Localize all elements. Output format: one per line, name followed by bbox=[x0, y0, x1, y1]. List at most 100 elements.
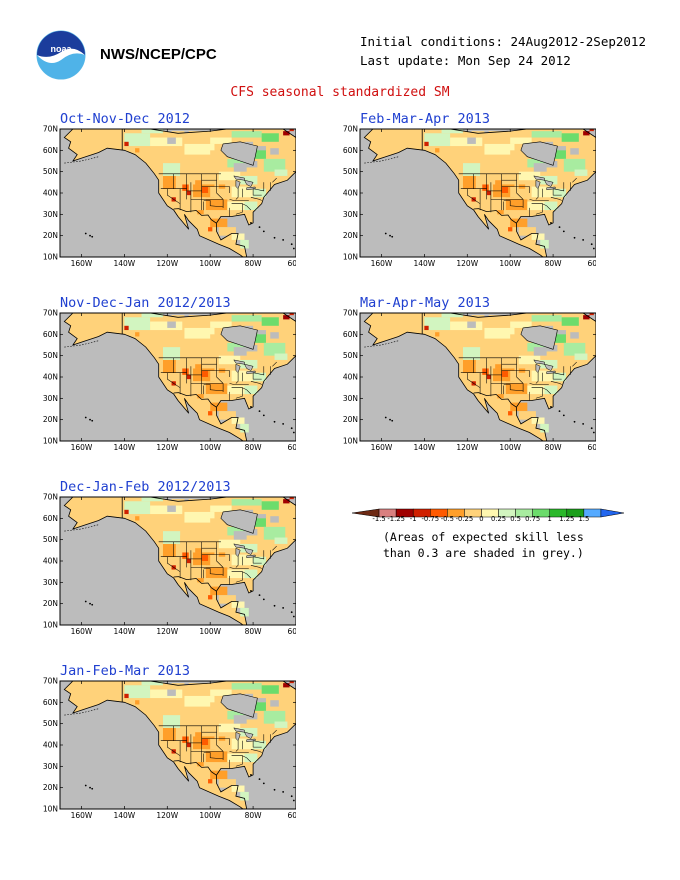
state-boundary bbox=[529, 383, 549, 385]
map-svg: 70N 60N 50N 40N 30N 20N 10N 160W 140W 120W 100W 80W… bbox=[343, 309, 596, 451]
lat-label: 40N bbox=[43, 557, 58, 566]
state-boundary bbox=[231, 203, 243, 215]
sm-anomaly-cell bbox=[253, 148, 266, 159]
great-lake bbox=[246, 554, 256, 559]
state-boundary bbox=[167, 188, 181, 204]
sm-anomaly-cell bbox=[462, 163, 481, 176]
great-lake bbox=[544, 363, 554, 371]
sm-anomaly-cell bbox=[471, 315, 485, 322]
great-lake bbox=[244, 179, 254, 187]
island bbox=[558, 410, 561, 413]
island bbox=[290, 427, 293, 430]
island bbox=[592, 247, 595, 250]
colorbar-label: 1.5 bbox=[578, 515, 590, 523]
state-boundary bbox=[250, 197, 262, 201]
island bbox=[89, 234, 91, 237]
island bbox=[262, 414, 265, 417]
lon-label: 140W bbox=[413, 443, 435, 451]
lon-label: 80W bbox=[545, 259, 563, 267]
state-boundary bbox=[242, 203, 252, 211]
lon-label: 60W bbox=[288, 627, 296, 635]
colorbar-label: -1.5 bbox=[372, 515, 386, 523]
sm-anomaly-cell bbox=[150, 332, 181, 343]
island bbox=[282, 239, 285, 241]
sm-anomaly-cell bbox=[171, 499, 185, 506]
island bbox=[292, 247, 295, 250]
sm-anomaly-cell bbox=[182, 736, 189, 743]
state-boundary bbox=[235, 188, 239, 200]
state-boundary bbox=[203, 752, 224, 760]
sm-anomaly-cell bbox=[263, 342, 286, 356]
sm-anomaly-cell bbox=[435, 148, 440, 153]
coastline bbox=[63, 129, 296, 257]
sm-anomaly-cell bbox=[240, 359, 258, 369]
island bbox=[550, 405, 552, 408]
state-boundary bbox=[229, 383, 249, 385]
state-boundary bbox=[516, 357, 524, 392]
colorbar-label: -0.75 bbox=[421, 515, 440, 523]
sm-anomaly-cell bbox=[527, 342, 554, 352]
sm-anomaly-cell bbox=[497, 210, 504, 215]
island bbox=[84, 600, 87, 603]
lat-label: 40N bbox=[43, 373, 58, 382]
sm-anomaly-cell bbox=[495, 364, 502, 369]
island bbox=[292, 799, 295, 802]
island bbox=[250, 773, 252, 776]
sm-anomaly-cell bbox=[124, 325, 129, 331]
sm-anomaly-cell bbox=[424, 325, 429, 331]
map-svg: 70N 60N 50N 40N 30N 20N 10N 160W 140W 120W 100W 80W… bbox=[343, 125, 596, 267]
sm-anomaly-cell bbox=[205, 567, 228, 579]
colorbar-swatches bbox=[351, 508, 625, 518]
sm-anomaly-cell bbox=[261, 501, 279, 510]
sm-anomaly-cell bbox=[240, 239, 249, 249]
state-boundary bbox=[235, 740, 239, 752]
sm-anomaly-cell bbox=[195, 180, 202, 185]
sm-anomaly-cell bbox=[561, 133, 579, 142]
sm-anomaly-cell bbox=[210, 770, 228, 780]
sm-anomaly-cell bbox=[289, 497, 294, 500]
sm-anomaly-cell bbox=[218, 723, 241, 733]
sm-anomaly-cell bbox=[261, 317, 279, 326]
lat-label: 70N bbox=[43, 493, 58, 502]
low-skill-mask bbox=[557, 146, 566, 151]
island bbox=[389, 234, 391, 237]
sm-anomaly-cell bbox=[135, 332, 140, 337]
sm-anomaly-cell bbox=[244, 385, 258, 395]
sm-anomaly-cell bbox=[124, 501, 151, 515]
lat-label: 20N bbox=[43, 783, 58, 792]
sm-anomaly-cell bbox=[205, 751, 228, 763]
sm-anomaly-cell bbox=[162, 347, 181, 360]
island bbox=[292, 615, 295, 618]
sm-anomaly-cell bbox=[462, 347, 481, 360]
state-boundary bbox=[550, 381, 562, 385]
lat-label: 60N bbox=[43, 514, 58, 523]
sm-anomaly-cell bbox=[289, 129, 294, 132]
sm-anomaly-cell bbox=[210, 321, 232, 328]
sm-anomaly-cell bbox=[531, 315, 562, 322]
colorbar-label: 0.25 bbox=[490, 515, 507, 523]
state-boundary bbox=[229, 199, 249, 201]
sm-anomaly-cell bbox=[218, 227, 236, 236]
lon-label: 80W bbox=[245, 627, 263, 635]
state-boundary bbox=[216, 173, 224, 208]
sm-anomaly-cell bbox=[488, 131, 528, 138]
sm-anomaly-cell bbox=[231, 683, 262, 690]
state-boundary bbox=[572, 361, 577, 367]
great-lake bbox=[546, 370, 556, 375]
sm-anomaly-cell bbox=[263, 710, 286, 724]
sm-anomaly-cell bbox=[201, 186, 209, 193]
sm-anomaly-cell bbox=[283, 499, 290, 504]
state-boundary bbox=[216, 725, 224, 760]
sm-anomaly-cell bbox=[424, 317, 451, 331]
lat-label: 50N bbox=[43, 351, 58, 360]
sm-anomaly-cell bbox=[497, 394, 504, 399]
sm-anomaly-cell bbox=[471, 131, 485, 138]
sm-anomaly-cell bbox=[180, 719, 202, 728]
coastline bbox=[63, 313, 296, 441]
sm-anomaly-cell bbox=[563, 158, 586, 172]
hudson-bay bbox=[220, 509, 258, 534]
panel-title: Oct-Nov-Dec 2012 bbox=[60, 111, 191, 127]
island bbox=[273, 236, 276, 239]
sm-anomaly-cell bbox=[493, 210, 511, 223]
sm-anomaly-cell bbox=[253, 556, 266, 566]
